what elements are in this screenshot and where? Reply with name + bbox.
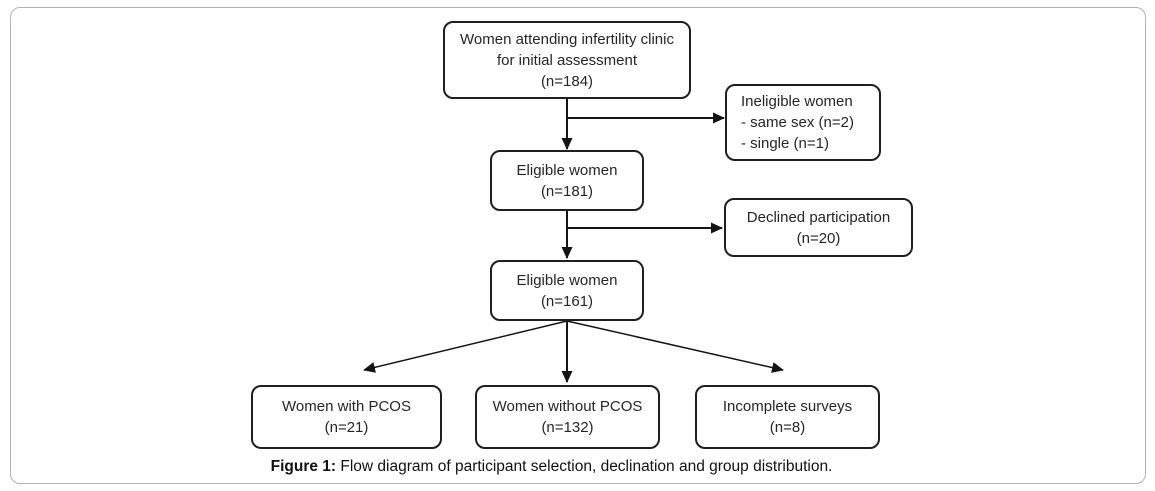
node-count: (n=184) <box>540 72 594 90</box>
node-line: Declined participation <box>746 208 891 226</box>
node-women-with-pcos: Women with PCOS (n=21) <box>251 385 442 449</box>
node-line: Eligible women <box>516 161 618 179</box>
node-line: Ineligible women <box>741 93 853 110</box>
node-line: Women without PCOS <box>492 398 643 415</box>
node-ineligible-women: Ineligible women - same sex (n=2) - sing… <box>725 84 881 161</box>
node-count: (n=132) <box>541 419 594 436</box>
figure-caption-text: Flow diagram of participant selection, d… <box>340 458 833 475</box>
node-count: (n=8) <box>769 419 806 436</box>
node-incomplete-surveys: Incomplete surveys (n=8) <box>695 385 880 449</box>
node-line: Incomplete surveys <box>722 398 853 415</box>
node-declined-participation: Declined participation (n=20) <box>724 198 913 257</box>
arrow-to-pcos <box>363 320 568 373</box>
node-line: - single (n=1) <box>741 135 829 152</box>
node-line: - same sex (n=2) <box>741 114 854 131</box>
arrow-to-incomplete <box>566 320 784 373</box>
node-initial-assessment: Women attending infertility clinic for i… <box>443 21 691 99</box>
figure-caption-label: Figure 1: <box>270 458 337 475</box>
node-line: for initial assessment <box>496 51 638 69</box>
figure-border-frame <box>10 7 1146 484</box>
node-count: (n=20) <box>796 229 841 247</box>
node-line: Women attending infertility clinic <box>460 30 674 48</box>
figure-caption: Figure 1: Flow diagram of participant se… <box>0 458 1155 476</box>
node-count: (n=181) <box>540 182 594 200</box>
node-line: Women with PCOS <box>282 398 411 415</box>
node-line: Eligible women <box>516 271 618 289</box>
node-count: (n=161) <box>540 292 594 310</box>
node-eligible-women-161: Eligible women (n=161) <box>490 260 644 321</box>
node-eligible-women-181: Eligible women (n=181) <box>490 150 644 211</box>
node-women-without-pcos: Women without PCOS (n=132) <box>475 385 660 449</box>
node-count: (n=21) <box>324 419 369 436</box>
